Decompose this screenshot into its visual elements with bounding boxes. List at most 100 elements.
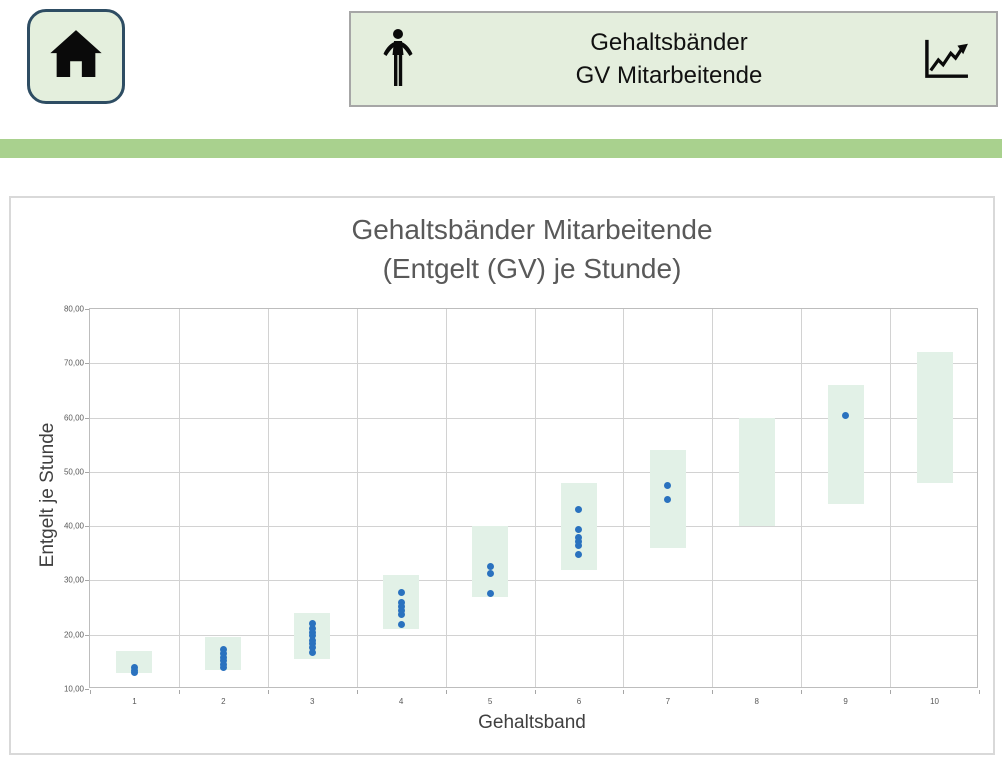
home-button[interactable] (27, 9, 125, 104)
data-point (575, 537, 583, 545)
data-point (397, 599, 405, 607)
chart-title-line1: Gehaltsbänder Mitarbeitende (351, 214, 713, 245)
data-point (308, 648, 316, 656)
chart-title-line2: (Entgelt (GV) je Stunde) (382, 253, 682, 284)
x-tick-label: 8 (754, 697, 759, 706)
gridline-horizontal (90, 580, 977, 582)
page-header-banner[interactable]: Gehaltsbänder GV Mitarbeitende (349, 11, 998, 107)
x-axis-title: Gehaltsband (478, 712, 586, 733)
x-tick-label: 9 (843, 697, 848, 706)
x-tick-label: 3 (310, 697, 315, 706)
gridline-vertical (356, 309, 358, 687)
data-point (219, 663, 227, 671)
data-point (308, 636, 316, 644)
green-divider-bar (0, 139, 1002, 158)
y-tick-label: 50,00 (63, 467, 84, 477)
x-tick-mark (890, 690, 892, 694)
gridline-horizontal (90, 471, 977, 473)
y-tick-label: 20,00 (63, 630, 84, 640)
gridline-horizontal (90, 526, 977, 528)
x-tick-label: 7 (665, 697, 671, 706)
y-tick-mark (85, 526, 89, 528)
data-point (397, 606, 405, 614)
y-axis-title: Entgelt je Stunde (37, 422, 58, 568)
y-tick-label: 70,00 (63, 358, 84, 368)
y-tick-label: 40,00 (63, 521, 84, 531)
data-point (397, 588, 405, 596)
gridline-vertical (890, 309, 892, 687)
x-tick-mark (90, 690, 91, 694)
gridline-vertical (267, 309, 269, 687)
data-point (308, 628, 316, 636)
chart-card: Gehaltsbänder Mitarbeitende (Entgelt (GV… (9, 196, 995, 755)
y-tick-label: 10,00 (63, 684, 84, 694)
person-icon (380, 28, 416, 90)
x-tick-label: 1 (132, 697, 137, 706)
y-tick-mark (85, 471, 89, 473)
data-point (486, 589, 494, 597)
x-tick-mark (534, 690, 536, 694)
y-tick-mark (85, 689, 89, 690)
x-tick-mark (712, 690, 714, 694)
data-point (486, 563, 494, 571)
salary-band (116, 651, 153, 673)
y-tick-label: 80,00 (63, 304, 84, 314)
x-tick-mark (267, 690, 269, 694)
data-point (575, 550, 583, 558)
data-point (308, 644, 316, 652)
line-chart-icon (922, 38, 970, 80)
gridline-vertical (534, 309, 536, 687)
data-point (219, 650, 227, 658)
data-point (575, 542, 583, 550)
data-point (397, 621, 405, 629)
plot-area: 80,00 70,00 60,00 50,00 40,00 30,00 20,00 10,00… (64, 305, 980, 706)
data-point (397, 602, 405, 610)
x-tick-label: 2 (221, 697, 226, 706)
x-tick-label: 4 (398, 697, 404, 706)
data-point (308, 624, 316, 632)
x-tick-mark (623, 690, 625, 694)
y-tick-mark (85, 580, 89, 582)
home-icon (49, 29, 103, 84)
salary-band (827, 385, 864, 505)
x-tick-mark (979, 690, 980, 694)
y-tick-label: 30,00 (63, 575, 84, 585)
gridline-vertical (801, 309, 803, 687)
banner-title-line2: GV Mitarbeitende (575, 62, 763, 89)
data-point (397, 610, 405, 618)
salary-band (472, 526, 509, 597)
banner-title-line1: Gehaltsbänder (590, 29, 748, 56)
data-point (575, 506, 583, 514)
x-tick-mark (356, 690, 358, 694)
x-tick-label: 6 (576, 697, 582, 706)
gridline-vertical (445, 309, 447, 687)
data-point (575, 526, 583, 534)
data-point (308, 640, 316, 648)
y-tick-mark (85, 309, 89, 310)
y-tick-mark (85, 363, 89, 365)
data-point (308, 620, 316, 628)
salary-band (916, 352, 953, 483)
gridline-horizontal (90, 363, 977, 365)
salary-band (738, 417, 775, 527)
gridline-horizontal (90, 417, 977, 419)
data-point (130, 669, 138, 677)
x-tick-label: 10 (930, 697, 939, 706)
x-tick-mark (801, 690, 803, 694)
data-point (308, 632, 316, 640)
gridline-vertical (712, 309, 714, 687)
gridline-vertical (178, 309, 180, 687)
y-tick-label: 60,00 (63, 413, 84, 423)
gridline-horizontal (90, 634, 977, 636)
data-point (219, 646, 227, 654)
banner-title: Gehaltsbänder GV Mitarbeitende (416, 26, 922, 92)
x-tick-label: 5 (487, 697, 493, 706)
data-point (486, 569, 494, 577)
x-tick-mark (445, 690, 447, 694)
chart-title: Gehaltsbänder Mitarbeitende (Entgelt (GV… (91, 210, 973, 288)
x-tick-mark (178, 690, 180, 694)
data-point (664, 496, 672, 504)
data-point (664, 482, 672, 490)
gridline-vertical (623, 309, 625, 687)
data-point (842, 412, 850, 420)
